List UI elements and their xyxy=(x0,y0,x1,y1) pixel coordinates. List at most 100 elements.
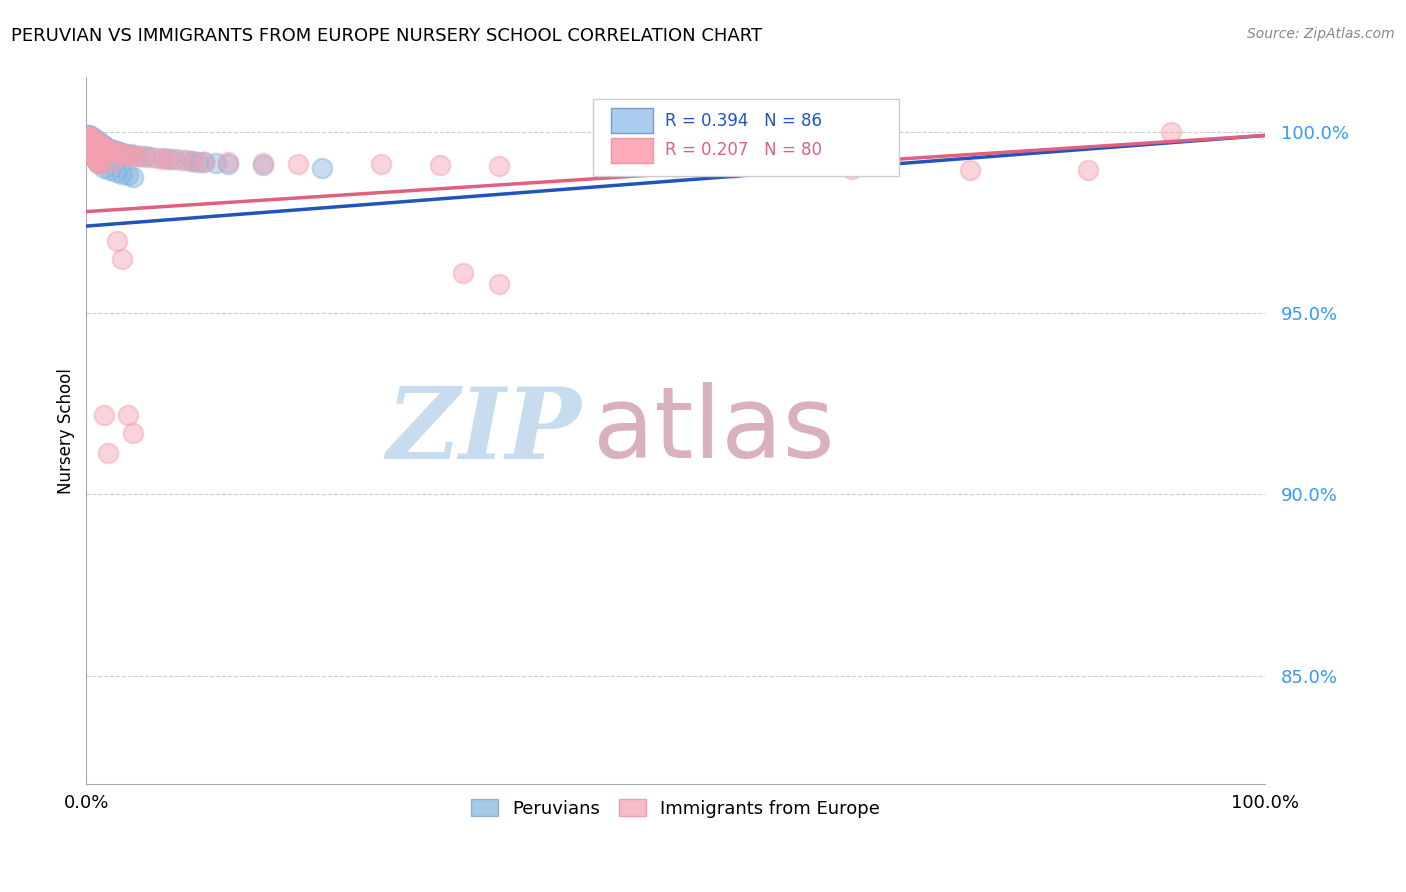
Point xyxy=(77,133,100,147)
Point xyxy=(176,153,198,167)
Point xyxy=(193,155,215,169)
Point xyxy=(83,134,105,148)
Point xyxy=(82,132,104,146)
Point xyxy=(96,141,118,155)
Point xyxy=(205,156,228,170)
Point xyxy=(84,136,107,151)
Point xyxy=(82,148,104,162)
Point xyxy=(311,161,333,175)
Point xyxy=(86,153,108,168)
Point xyxy=(79,130,101,145)
Point xyxy=(82,134,104,148)
Point xyxy=(86,136,108,150)
Point xyxy=(1077,163,1099,178)
Point xyxy=(82,136,104,150)
Point xyxy=(76,128,98,143)
Point xyxy=(89,136,111,150)
Point xyxy=(79,130,101,145)
Point xyxy=(83,150,105,164)
Point xyxy=(89,137,111,152)
Point xyxy=(287,157,309,171)
Point xyxy=(76,130,98,145)
Y-axis label: Nursery School: Nursery School xyxy=(58,368,75,494)
Point xyxy=(128,149,150,163)
Point xyxy=(98,162,121,177)
Point xyxy=(84,135,107,149)
Point xyxy=(146,151,169,165)
Point xyxy=(157,152,180,166)
Point xyxy=(193,154,215,169)
Point xyxy=(76,130,98,145)
Point xyxy=(723,161,745,175)
Point xyxy=(139,150,162,164)
Point xyxy=(87,136,110,151)
Point xyxy=(181,153,204,168)
Point xyxy=(82,148,104,162)
Point xyxy=(82,135,104,149)
Point xyxy=(83,136,105,150)
Point xyxy=(93,409,115,423)
Point xyxy=(82,136,104,150)
Point xyxy=(82,146,104,161)
Point xyxy=(157,153,180,167)
Point xyxy=(79,136,101,150)
Point xyxy=(111,145,134,160)
Point xyxy=(96,445,118,459)
Point xyxy=(79,132,101,146)
Point xyxy=(83,132,105,146)
Point xyxy=(105,234,128,248)
Point xyxy=(76,132,98,146)
Point xyxy=(453,266,475,280)
Point xyxy=(76,139,98,153)
Point xyxy=(83,134,105,148)
Point xyxy=(108,145,131,160)
Point xyxy=(77,133,100,147)
Point xyxy=(134,150,156,164)
Point xyxy=(83,136,105,150)
Point xyxy=(77,129,100,144)
Point xyxy=(120,148,142,162)
Text: R = 0.394   N = 86: R = 0.394 N = 86 xyxy=(665,112,823,129)
Point xyxy=(84,152,107,166)
Point xyxy=(103,144,125,158)
Point xyxy=(82,146,104,161)
Point xyxy=(80,145,103,159)
Point xyxy=(87,136,110,151)
Point xyxy=(80,134,103,148)
FancyBboxPatch shape xyxy=(593,99,900,177)
Point xyxy=(111,252,134,266)
Point xyxy=(79,134,101,148)
Point xyxy=(82,130,104,145)
Point xyxy=(488,277,510,291)
Text: PERUVIAN VS IMMIGRANTS FROM EUROPE NURSERY SCHOOL CORRELATION CHART: PERUVIAN VS IMMIGRANTS FROM EUROPE NURSE… xyxy=(11,27,762,45)
Point xyxy=(77,136,100,150)
Point xyxy=(79,133,101,147)
Point xyxy=(89,136,111,151)
Point xyxy=(959,162,981,177)
Point xyxy=(101,143,124,157)
Point xyxy=(77,131,100,145)
Point xyxy=(122,148,145,162)
Point xyxy=(87,155,110,169)
Point xyxy=(76,139,98,153)
Point xyxy=(429,158,451,172)
Point xyxy=(252,158,274,172)
Point xyxy=(606,160,628,174)
Point xyxy=(89,138,111,153)
Point xyxy=(86,153,108,168)
Point xyxy=(79,143,101,157)
Point xyxy=(82,136,104,150)
Point xyxy=(664,161,686,175)
Point xyxy=(79,132,101,146)
FancyBboxPatch shape xyxy=(610,108,654,133)
Point xyxy=(111,167,134,181)
Point xyxy=(93,141,115,155)
Point xyxy=(488,159,510,173)
Point xyxy=(77,130,100,145)
Point xyxy=(104,164,127,178)
Point xyxy=(82,133,104,147)
Point xyxy=(77,134,100,148)
Point xyxy=(94,140,117,154)
Point xyxy=(122,426,145,441)
Point xyxy=(80,131,103,145)
